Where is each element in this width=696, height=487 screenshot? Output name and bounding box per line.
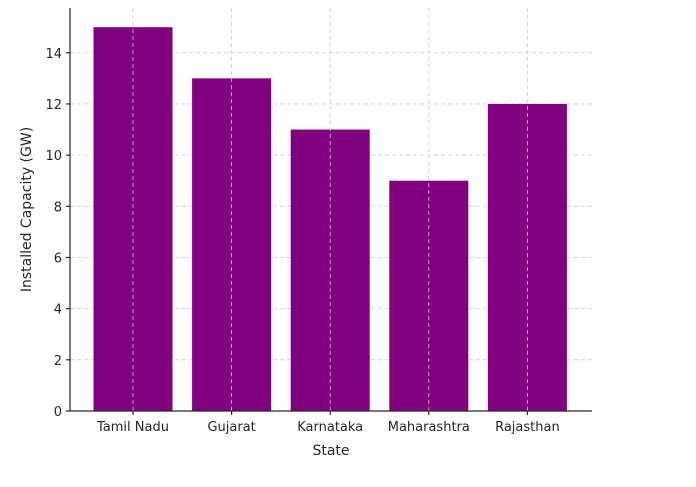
y-ticks: 0 2 4 6 8 10 12 14 [45,47,70,420]
axes [69,8,592,412]
x-tick-label: Tamil Nadu [96,420,169,435]
y-tick-label: 2 [54,354,62,369]
bar [192,78,272,411]
y-tick-label: 6 [54,251,62,266]
y-tick-label: 10 [45,149,62,164]
x-tick-label: Karnataka [297,420,363,435]
y-tick-label: 4 [54,303,62,318]
y-tick-label: 14 [45,47,62,62]
x-tick-label: Gujarat [207,420,255,435]
x-tick-label: Maharashtra [388,420,470,435]
y-tick-label: 0 [54,405,62,420]
x-ticks: Tamil Nadu Gujarat Karnataka Maharashtra Raj… [96,411,560,435]
y-tick-label: 8 [54,200,62,215]
y-axis-title: Installed Capacity (GW) [19,127,35,292]
y-tick-label: 12 [45,98,62,113]
x-tick-label: Rajasthan [495,420,560,435]
x-axis-title: State [312,443,349,459]
